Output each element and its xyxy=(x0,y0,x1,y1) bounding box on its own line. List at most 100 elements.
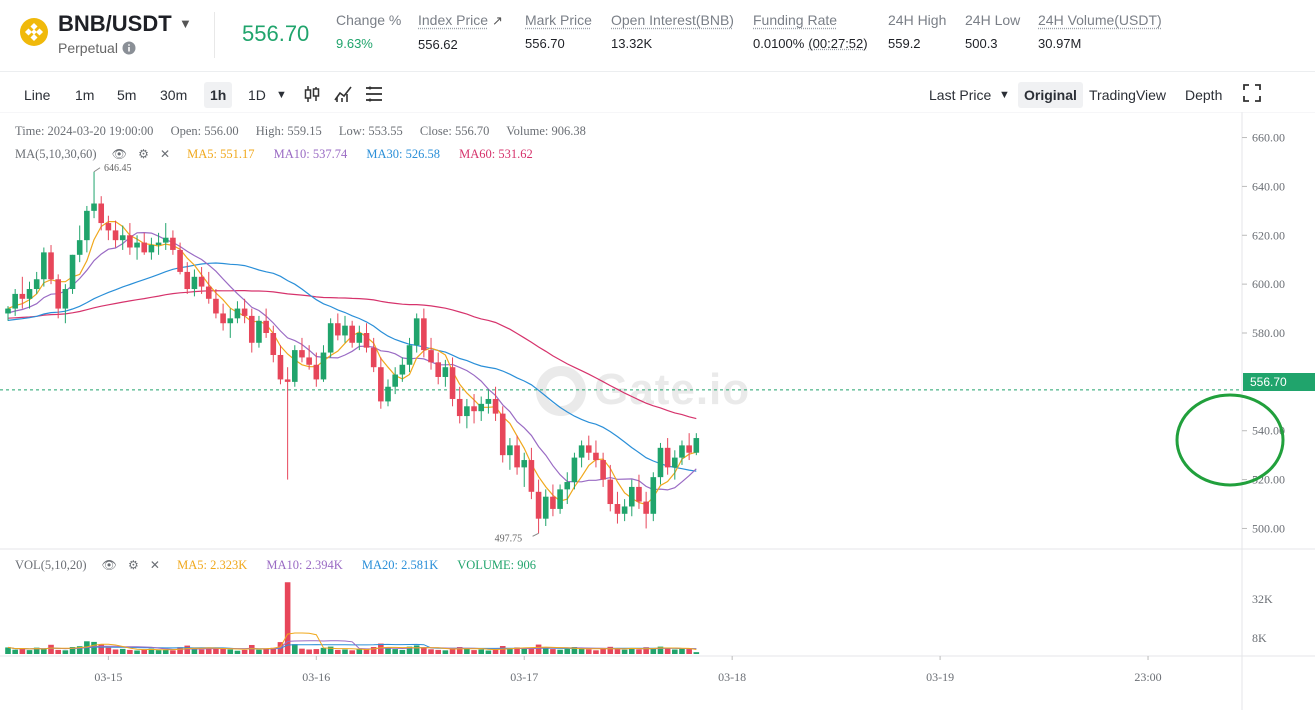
stat-funding-rate[interactable]: Funding Rate 0.0100% (00:27:52) xyxy=(753,12,868,51)
max-price-label: 646.45 xyxy=(104,163,132,174)
volume-bar xyxy=(413,645,420,654)
candle-body xyxy=(492,398,499,414)
volume-bar xyxy=(134,650,140,654)
price-type-dropdown-icon[interactable]: ▼ xyxy=(999,89,1010,101)
chevron-down-icon[interactable]: ▼ xyxy=(179,16,192,31)
volume-bar xyxy=(342,649,348,654)
candle-body xyxy=(585,445,592,453)
volume-bar xyxy=(464,648,470,654)
info-icon[interactable] xyxy=(122,41,136,55)
candle-body xyxy=(413,318,420,346)
volume-bar xyxy=(48,644,54,654)
view-tradingview[interactable]: TradingView xyxy=(1089,87,1167,103)
volume-bar xyxy=(521,648,528,654)
volume-bar xyxy=(621,649,628,654)
last-price: 556.70 xyxy=(242,21,310,46)
stat-value: 559.2 xyxy=(888,36,921,51)
vol-indicator-name: VOL(5,10,20) xyxy=(15,558,87,572)
close-icon[interactable]: ✕ xyxy=(159,147,171,161)
volume-bar xyxy=(76,646,83,654)
min-label-pointer xyxy=(532,532,539,537)
ma-indicator-name: MA(5,10,30,60) xyxy=(15,147,97,161)
candle-body xyxy=(234,308,241,319)
volume-bar xyxy=(585,649,592,654)
y-tick-label: 600.00 xyxy=(1252,277,1285,291)
interval-1d[interactable]: 1D xyxy=(248,87,266,103)
ma5-value: MA5: 551.17 xyxy=(187,147,255,161)
view-original[interactable]: Original xyxy=(1018,82,1083,108)
external-link-icon[interactable]: ↗ xyxy=(492,13,503,28)
candle-body xyxy=(421,318,427,351)
candle-body xyxy=(112,230,119,241)
candle-body xyxy=(514,445,520,468)
x-tick-label: 03-19 xyxy=(926,670,954,684)
interval-1m[interactable]: 1m xyxy=(75,87,95,103)
indicator-icon[interactable] xyxy=(333,84,353,104)
candle-body xyxy=(19,293,26,299)
price-chart[interactable]: 660.00640.00620.00600.00580.00540.00520.… xyxy=(0,112,1315,710)
stat-index-price[interactable]: Index Price ↗ 556.62 xyxy=(418,12,503,52)
volume-bar xyxy=(664,648,671,654)
volume-bar xyxy=(299,648,305,654)
stat-value: 0.0100% (00:27:52) xyxy=(753,36,868,51)
stat-24h-low: 24H Low 500.3 xyxy=(965,12,1020,51)
interval-5m[interactable]: 5m xyxy=(117,87,137,103)
y-tick-label: 640.00 xyxy=(1252,179,1285,193)
candle-body xyxy=(571,457,578,483)
gear-icon[interactable]: ⚙ xyxy=(138,147,149,161)
candle-body xyxy=(535,491,542,519)
settings-list-icon[interactable] xyxy=(364,84,384,104)
stat-value: 500.3 xyxy=(965,36,998,51)
candle-body xyxy=(327,323,334,353)
candle-body xyxy=(162,237,169,243)
close-icon[interactable]: ✕ xyxy=(149,558,160,572)
interval-dropdown-icon[interactable]: ▼ xyxy=(276,89,287,101)
interval-30m[interactable]: 30m xyxy=(160,87,188,103)
stat-24h-volume-usdt[interactable]: 24H Volume(USDT) 30.97M xyxy=(1038,12,1162,51)
volume-bar xyxy=(335,649,341,654)
gear-icon[interactable]: ⚙ xyxy=(128,558,139,572)
volume-bar xyxy=(155,650,162,654)
candle-body xyxy=(5,308,11,314)
y-tick-label: 620.00 xyxy=(1252,228,1285,242)
candle-body xyxy=(628,486,635,507)
legend-low: Low: 553.55 xyxy=(338,124,403,138)
candle-body xyxy=(198,276,205,287)
ma60-value: MA60: 531.62 xyxy=(459,147,533,161)
interval-1h[interactable]: 1h xyxy=(204,82,233,108)
candle-body xyxy=(693,438,700,453)
volume-bar xyxy=(399,649,406,654)
candle-body xyxy=(292,350,298,382)
volume-bar xyxy=(198,649,205,654)
candle-body xyxy=(385,386,391,402)
price-type-select[interactable]: Last Price xyxy=(929,87,992,103)
volume-bar xyxy=(370,647,377,654)
candle-body xyxy=(442,367,449,377)
volume-bar xyxy=(191,648,198,654)
view-depth[interactable]: Depth xyxy=(1185,87,1223,103)
volume-bar xyxy=(485,650,492,654)
volume-bar xyxy=(514,647,520,654)
stat-mark-price[interactable]: Mark Price 556.70 xyxy=(525,12,592,51)
eye-icon[interactable]: 👁 xyxy=(101,558,117,572)
symbol-selector[interactable]: BNB/USDT xyxy=(58,11,172,36)
candle-body xyxy=(55,279,61,309)
volume-bar xyxy=(119,648,126,654)
line-chart-button[interactable]: Line xyxy=(24,87,51,103)
volume-bar xyxy=(607,646,614,654)
volume-bar xyxy=(542,647,549,654)
candle-body xyxy=(557,489,563,509)
fullscreen-icon[interactable] xyxy=(1242,83,1262,103)
contract-type: Perpetual xyxy=(58,40,118,56)
volume-bar xyxy=(363,648,370,654)
volume-bar xyxy=(492,649,499,654)
candle-body xyxy=(69,254,76,290)
stat-open-interest-bnb[interactable]: Open Interest(BNB) 13.32K xyxy=(611,12,734,51)
candlestick-icon[interactable] xyxy=(302,84,322,104)
candle-body xyxy=(313,364,320,380)
volume-bar xyxy=(263,648,269,654)
eye-icon[interactable]: 👁 xyxy=(111,147,127,161)
volume-bar xyxy=(227,649,234,654)
volume-bar xyxy=(600,648,606,654)
candle-body xyxy=(600,460,606,480)
